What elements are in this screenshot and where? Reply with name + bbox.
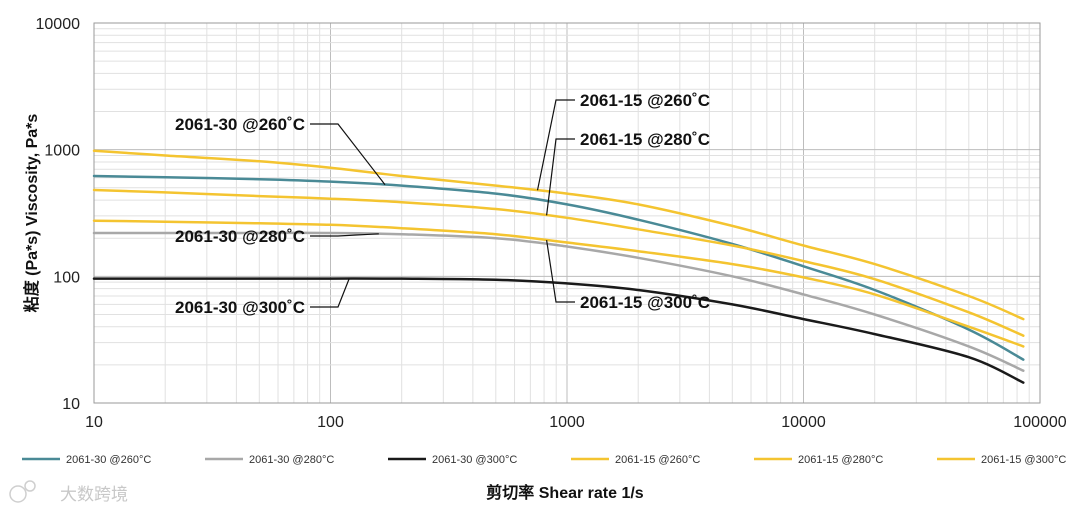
legend: 2061-30 @260°C 2061-30 @280°C 2061-30 @300…: [22, 454, 1066, 466]
legend-label-5: 2061-15 @280°C: [798, 454, 883, 466]
series-line-3: [92, 277, 1025, 384]
legend-label-4: 2061-15 @260°C: [615, 454, 700, 466]
grid: [93, 23, 1040, 404]
annotation-leader-2: [310, 233, 379, 237]
tick-labels: 10 100 1000 10000 100000 10 100 1000 10000: [36, 16, 1067, 431]
series-line-2: [92, 231, 1025, 372]
x-tick-label: 10000: [781, 414, 826, 431]
x-tick-label: 10: [85, 414, 103, 431]
series-layer: [92, 149, 1025, 384]
watermark-logo-icon-small: [24, 480, 36, 492]
y-tick-label: 1000: [44, 143, 80, 160]
x-tick-label: 100000: [1013, 414, 1066, 431]
annotation-leader-1: [310, 123, 386, 186]
annotation-label-2: 2061-30 @280˚C: [175, 227, 305, 246]
annotation-leader-5: [546, 138, 575, 216]
x-axis-title: 剪切率 Shear rate 1/s: [486, 483, 644, 502]
annotation-label-3: 2061-30 @300˚C: [175, 298, 305, 317]
annotation-label-6: 2061-15 @300˚C: [580, 293, 710, 312]
watermark: 大数跨境: [9, 480, 128, 505]
y-tick-label: 100: [53, 269, 80, 286]
series-line-4: [92, 149, 1025, 321]
series-line-6: [92, 219, 1025, 348]
legend-label-6: 2061-15 @300°C: [981, 454, 1066, 466]
x-tick-label: 100: [317, 414, 344, 431]
annotation-label-1: 2061-30 @260˚C: [175, 115, 305, 134]
series-line-5: [92, 188, 1025, 337]
legend-label-1: 2061-30 @260°C: [66, 454, 151, 466]
watermark-logo-icon: [9, 485, 27, 503]
series-line-1: [92, 174, 1025, 361]
watermark-text: 大数跨境: [60, 485, 128, 505]
y-tick-label: 10: [62, 396, 80, 413]
annotation-label-5: 2061-15 @280˚C: [580, 130, 710, 149]
y-tick-label: 10000: [36, 16, 81, 33]
legend-label-3: 2061-30 @300°C: [432, 454, 517, 466]
annotation-leader-3: [310, 278, 350, 308]
annotation-label-4: 2061-15 @260˚C: [580, 91, 710, 110]
series-annotations: 2061-30 @260˚C 2061-30 @280˚C 2061-30 @300…: [175, 91, 710, 317]
annotation-leader-6: [546, 240, 575, 303]
x-tick-label: 1000: [549, 414, 585, 431]
annotation-leader-4: [536, 99, 575, 191]
plot-frame: [93, 22, 1041, 404]
y-axis-title: 粘度 (Pa*s) Viscosity, Pa*s: [22, 114, 41, 313]
legend-label-2: 2061-30 @280°C: [249, 454, 334, 466]
